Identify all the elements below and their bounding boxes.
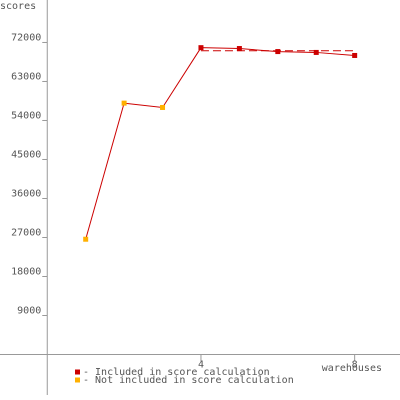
- y-tick-label: 36000: [11, 188, 41, 199]
- data-point: [313, 49, 319, 55]
- y-tick-label: 72000: [11, 32, 41, 43]
- legend-marker: [75, 377, 80, 383]
- y-tick-label: 54000: [11, 110, 41, 121]
- legend-marker: [75, 369, 80, 375]
- data-point: [236, 46, 242, 52]
- y-tick-label: 18000: [11, 266, 41, 277]
- data-line: [85, 47, 355, 240]
- legend-label: - Included in score calculation: [83, 367, 270, 378]
- data-point: [83, 236, 89, 242]
- data-point: [160, 104, 166, 110]
- y-tick-label: 45000: [11, 149, 41, 160]
- y-tick-label: 27000: [11, 227, 41, 238]
- y-tick-label: 9000: [17, 305, 41, 316]
- data-point: [121, 100, 127, 106]
- y-axis-label: scores: [0, 1, 36, 12]
- x-tick-label: 8: [352, 359, 358, 370]
- data-point: [198, 45, 204, 51]
- x-tick-label: 4: [198, 359, 204, 370]
- data-point: [352, 52, 358, 58]
- data-point: [275, 49, 281, 55]
- y-tick-label: 63000: [11, 71, 41, 82]
- x-axis-label: warehouses: [322, 363, 382, 374]
- legend-label: - Not included in score calculation: [83, 375, 294, 386]
